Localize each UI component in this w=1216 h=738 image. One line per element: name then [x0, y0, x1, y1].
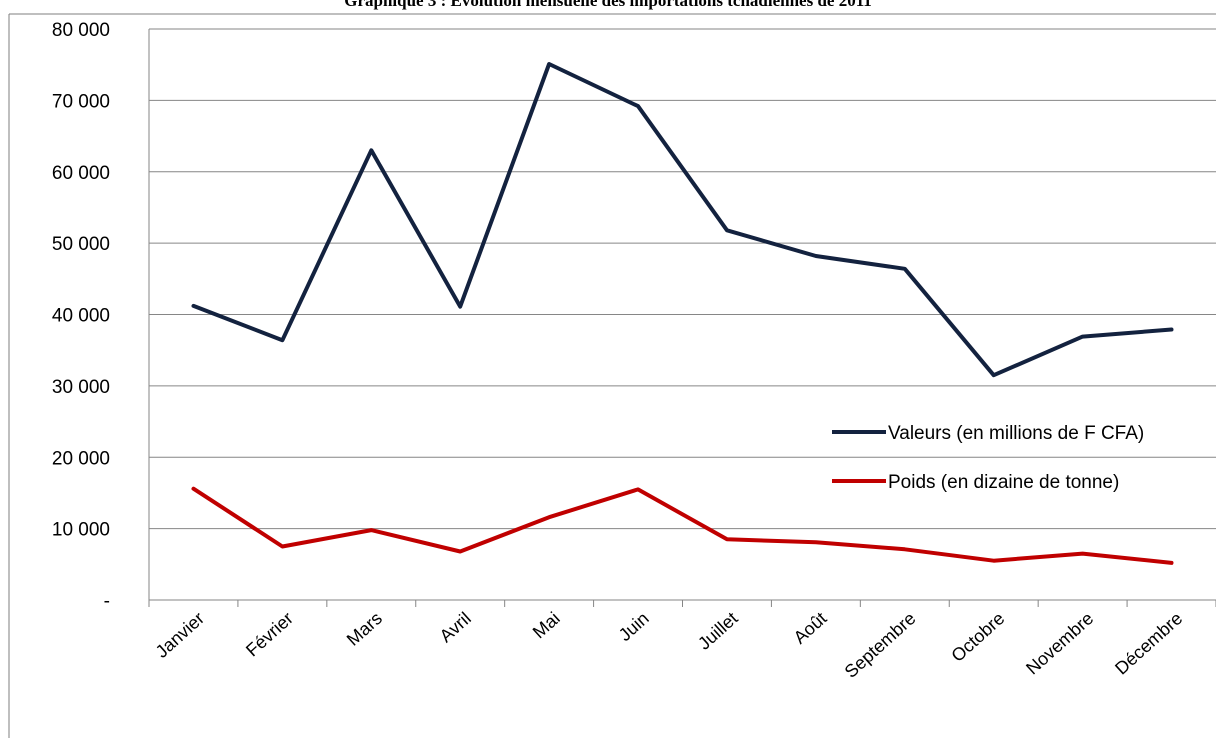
chart-title: Graphique 3 : Evolution mensuelle des im… — [344, 0, 872, 10]
series-line — [191, 62, 1174, 378]
y-tick-label: 80 000 — [52, 20, 110, 41]
y-tick-label: 70 000 — [52, 91, 110, 112]
y-tick-label: 50 000 — [52, 234, 110, 255]
legend-label: Valeurs (en millions de F CFA) — [888, 423, 1144, 444]
legend-label: Poids (en dizaine de tonne) — [888, 472, 1119, 493]
y-tick-label: 10 000 — [52, 520, 110, 541]
x-tick-label: Novembre — [1022, 608, 1097, 678]
y-tick-label: 30 000 — [52, 377, 110, 398]
x-tick-label: Juillet — [694, 608, 742, 654]
y-tick-label: 20 000 — [52, 448, 110, 469]
x-tick-label: Octobre — [947, 608, 1008, 666]
x-tick-label: Juin — [615, 608, 653, 645]
x-tick-label: Avril — [436, 608, 475, 646]
x-tick-label: Mars — [343, 608, 386, 650]
series-line — [191, 486, 1174, 565]
x-tick-label: Mai — [529, 608, 564, 642]
y-tick-label: 60 000 — [52, 163, 110, 184]
y-tick-label: - — [104, 591, 110, 612]
y-tick-label: 40 000 — [52, 306, 110, 327]
x-tick-label: Septembre — [841, 608, 920, 682]
x-tick-label: Août — [790, 608, 831, 648]
x-tick-label: Décembre — [1111, 608, 1186, 678]
x-tick-label: Janvier — [152, 608, 209, 662]
x-tick-label: Février — [242, 608, 297, 660]
